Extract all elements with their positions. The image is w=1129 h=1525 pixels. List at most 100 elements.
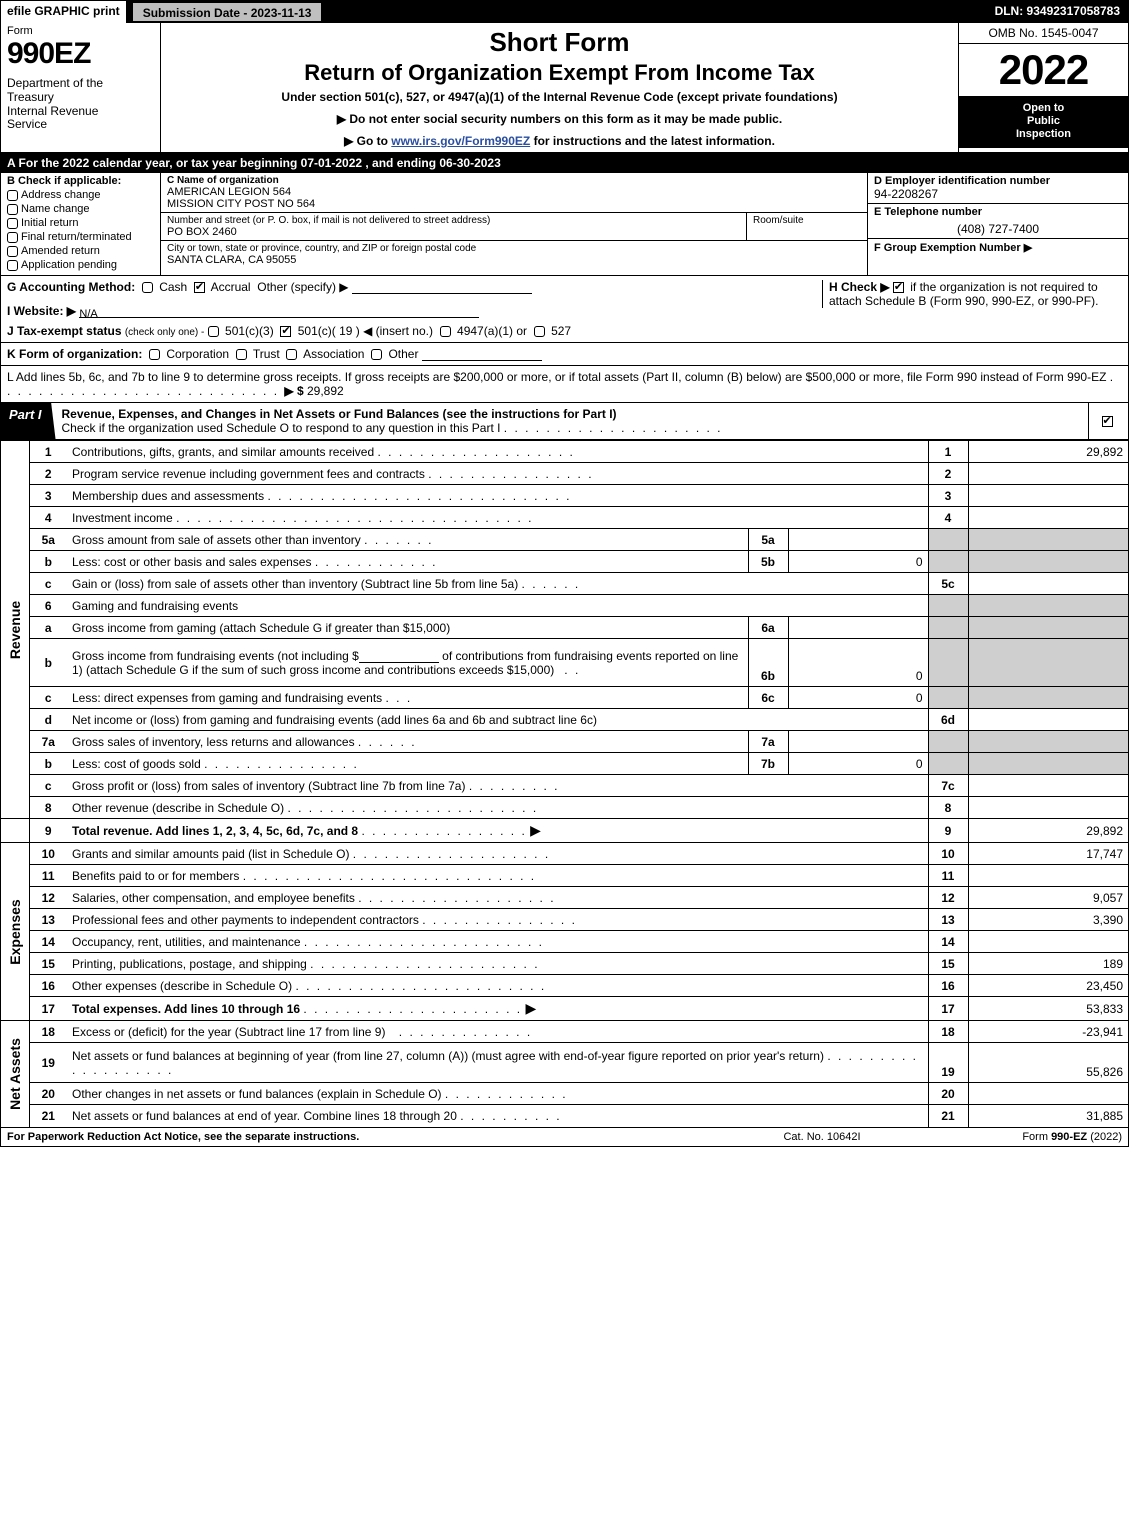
row-g-h: G Accounting Method: Cash Accrual Other …: [1, 276, 1128, 343]
ln-13-amt: 3,390: [968, 909, 1128, 931]
ln-1-amt: 29,892: [968, 441, 1128, 463]
k-other: Other: [388, 347, 418, 361]
ln-7a-subval: [788, 731, 928, 753]
ln-6b-blank[interactable]: [359, 651, 439, 663]
irs-link[interactable]: www.irs.gov/Form990EZ: [391, 134, 530, 148]
ln-6a-subno: 6a: [748, 617, 788, 639]
column-d-e-f: D Employer identification number 94-2208…: [868, 173, 1128, 275]
ln-19-desc: Net assets or fund balances at beginning…: [67, 1043, 928, 1083]
cb-label: Final return/terminated: [21, 231, 132, 243]
ln-6a-num: a: [29, 617, 67, 639]
form-number: 990EZ: [7, 37, 154, 71]
ln-6a-subval: [788, 617, 928, 639]
ln-1-desc: Contributions, gifts, grants, and simila…: [67, 441, 928, 463]
cb-initial-return[interactable]: Initial return: [7, 217, 154, 229]
cb-501c3[interactable]: [208, 326, 219, 337]
cb-assoc[interactable]: [286, 349, 297, 360]
ln-6b-num: b: [29, 639, 67, 687]
page-footer: For Paperwork Reduction Act Notice, see …: [1, 1127, 1128, 1146]
ln-11-num: 11: [29, 865, 67, 887]
ln-4-desc: Investment income . . . . . . . . . . . …: [67, 507, 928, 529]
ln-6d-desc: Net income or (loss) from gaming and fun…: [67, 709, 928, 731]
side-revenue: Revenue: [1, 441, 29, 819]
ln-5a-desc: Gross amount from sale of assets other t…: [67, 529, 748, 551]
ln-7c-desc: Gross profit or (loss) from sales of inv…: [67, 775, 928, 797]
ln-5a-no-shade: [928, 529, 968, 551]
ln-21-no: 21: [928, 1105, 968, 1127]
form-990ez: efile GRAPHIC print Submission Date - 20…: [0, 0, 1129, 1147]
ln-10-num: 10: [29, 843, 67, 865]
cb-other[interactable]: [371, 349, 382, 360]
ln-5b-subno: 5b: [748, 551, 788, 573]
ln-17-desc: Total expenses. Add lines 10 through 16 …: [67, 997, 928, 1021]
other-specify-line[interactable]: [352, 282, 532, 294]
cb-accrual[interactable]: [194, 282, 205, 293]
d-ein-block: D Employer identification number 94-2208…: [868, 173, 1128, 204]
ln-6-desc: Gaming and fundraising events: [67, 595, 928, 617]
cb-label: Address change: [21, 189, 101, 201]
ln-15-no: 15: [928, 953, 968, 975]
b-head: B Check if applicable:: [7, 175, 154, 187]
cb-4947[interactable]: [440, 326, 451, 337]
ln-6d-num: d: [29, 709, 67, 731]
ln-5c-desc: Gain or (loss) from sale of assets other…: [67, 573, 928, 595]
cb-cash[interactable]: [142, 282, 153, 293]
ln-9-amt: 29,892: [968, 819, 1128, 843]
cb-label: Application pending: [21, 259, 117, 271]
cb-501c[interactable]: [280, 326, 291, 337]
ln-14-no: 14: [928, 931, 968, 953]
k-label: K Form of organization:: [7, 347, 142, 361]
ln-21-amt: 31,885: [968, 1105, 1128, 1127]
cb-final-return[interactable]: Final return/terminated: [7, 231, 154, 243]
footer-form-post: (2022): [1087, 1131, 1122, 1143]
ln-1-no: 1: [928, 441, 968, 463]
ln-5b-amt-shade: [968, 551, 1128, 573]
row-a-tax-year: A For the 2022 calendar year, or tax yea…: [1, 153, 1128, 173]
ln-7b-subval: 0: [788, 753, 928, 775]
ln-9-no: 9: [928, 819, 968, 843]
cb-label: Amended return: [21, 245, 100, 257]
ln-5a-subval: [788, 529, 928, 551]
cb-amended-return[interactable]: Amended return: [7, 245, 154, 257]
street-value: PO BOX 2460: [167, 226, 740, 238]
cb-name-change[interactable]: Name change: [7, 203, 154, 215]
ln-6c-num: c: [29, 687, 67, 709]
cb-527[interactable]: [534, 326, 545, 337]
ln-6c-no-shade: [928, 687, 968, 709]
e-phone-block: E Telephone number: [868, 204, 1128, 220]
j-opt2: 501(c)( 19 ) ◀ (insert no.): [298, 324, 433, 338]
cb-application-pending[interactable]: Application pending: [7, 259, 154, 271]
part-i-cb-cell: [1088, 403, 1128, 439]
ln-6b-no-shade: [928, 639, 968, 687]
cb-corp[interactable]: [149, 349, 160, 360]
j-opt4: 527: [551, 324, 571, 338]
c-name-block: C Name of organization AMERICAN LEGION 5…: [161, 173, 867, 213]
ln-14-num: 14: [29, 931, 67, 953]
ln-2-num: 2: [29, 463, 67, 485]
efile-print-button[interactable]: efile GRAPHIC print: [1, 1, 128, 23]
ln-17-no: 17: [928, 997, 968, 1021]
cb-schedule-o-part-i[interactable]: [1102, 416, 1113, 427]
ln-6b-subno: 6b: [748, 639, 788, 687]
ln-15-num: 15: [29, 953, 67, 975]
ln-10-no: 10: [928, 843, 968, 865]
side-expenses-label: Expenses: [7, 899, 23, 964]
cb-address-change[interactable]: Address change: [7, 189, 154, 201]
cb-h-schedule-b[interactable]: [893, 282, 904, 293]
ln-6c-desc: Less: direct expenses from gaming and fu…: [67, 687, 748, 709]
ln-12-no: 12: [928, 887, 968, 909]
k-other-line[interactable]: [422, 349, 542, 361]
ln-7a-num: 7a: [29, 731, 67, 753]
side-rev-end: [1, 819, 29, 843]
cash-label: Cash: [159, 280, 187, 294]
city-value: SANTA CLARA, CA 95055: [167, 254, 861, 266]
ln-20-no: 20: [928, 1083, 968, 1105]
ln-6b-desc: Gross income from fundraising events (no…: [67, 639, 748, 687]
k-trust: Trust: [253, 347, 280, 361]
ln-7b-amt-shade: [968, 753, 1128, 775]
room-label: Room/suite: [753, 215, 861, 226]
ln-5b-subval: 0: [788, 551, 928, 573]
subtitle-section: Under section 501(c), 527, or 4947(a)(1)…: [169, 90, 950, 104]
cb-trust[interactable]: [236, 349, 247, 360]
website-line[interactable]: N/A: [79, 306, 479, 318]
